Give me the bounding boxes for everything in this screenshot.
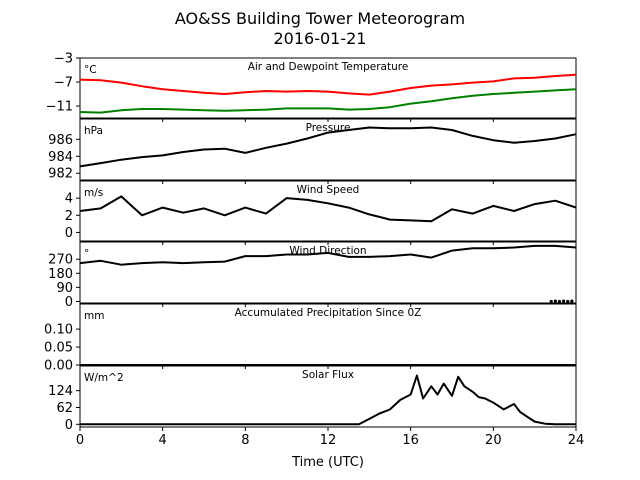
x-tick-label: 16 xyxy=(402,433,419,448)
y-tick-label: 0 xyxy=(65,226,73,241)
series-point xyxy=(570,299,574,303)
y-tick-label: 270 xyxy=(48,253,73,268)
series-point xyxy=(549,299,553,304)
x-tick-label: 24 xyxy=(568,433,585,448)
panel-unit-label: hPa xyxy=(84,125,103,137)
y-tick-label: 4 xyxy=(65,192,73,207)
panel-0: −3 −7 −11 °C Air and Dewpoint Temperature xyxy=(46,52,577,122)
x-axis-title: Time (UTC) xyxy=(291,455,364,470)
y-tick-label: −11 xyxy=(46,100,73,115)
panel-unit-label: mm xyxy=(84,310,104,322)
panel-5: 0 62 124 W/m^2 Solar Flux 0 4 8 12 16 20 24 xyxy=(48,365,585,448)
series-point xyxy=(562,299,566,303)
series-line-default-0 xyxy=(80,374,576,426)
chart-title: AO&SS Building Tower Meteorogram xyxy=(175,9,465,28)
y-tick-label: 90 xyxy=(56,281,73,296)
y-tick-label: 986 xyxy=(48,133,73,148)
series-line-temperature-0 xyxy=(79,73,577,96)
y-tick-label: 62 xyxy=(56,401,73,416)
x-tick-label: 0 xyxy=(76,433,84,448)
y-tick-label: 0 xyxy=(65,295,73,310)
y-tick-label: 0.10 xyxy=(44,323,73,338)
x-tick-label: 4 xyxy=(159,433,167,448)
series-point xyxy=(557,299,562,304)
panels-layer: −3 −7 −11 °C Air and Dewpoint Temperature 982… xyxy=(44,52,584,449)
y-tick-label: 0.00 xyxy=(44,359,73,374)
y-tick-label: 984 xyxy=(48,150,73,165)
y-tick-label: 2 xyxy=(65,209,73,224)
panel-title: Air and Dewpoint Temperature xyxy=(248,61,409,73)
x-tick-label: 8 xyxy=(241,433,249,448)
series-line-dewpoint-1 xyxy=(79,88,577,114)
y-tick-label: −7 xyxy=(54,76,73,91)
y-tick-label: 0 xyxy=(65,418,73,433)
series-line-default-0 xyxy=(79,126,577,168)
panel-2: 0 2 4 m/s Wind Speed xyxy=(65,180,577,245)
series-line-default-0 xyxy=(79,195,577,223)
chart-subtitle: 2016-01-21 xyxy=(274,29,367,48)
panel-title: Wind Speed xyxy=(297,184,360,196)
panel-title: Solar Flux xyxy=(302,369,354,381)
x-tick-label: 20 xyxy=(485,433,502,448)
series-point xyxy=(553,299,557,303)
series-line-default-0 xyxy=(79,244,577,266)
panel-unit-label: °C xyxy=(84,64,97,76)
x-tick-label: 12 xyxy=(320,433,337,448)
panel-unit-label: m/s xyxy=(84,187,103,199)
y-tick-label: 982 xyxy=(48,167,73,182)
panel-4: 0.00 0.05 0.10 mm Accumulated Precipitation … xyxy=(44,303,577,374)
series-point xyxy=(566,299,570,304)
panel-unit-label: ° xyxy=(84,248,89,260)
y-tick-label: 124 xyxy=(48,384,73,399)
panel-title: Accumulated Precipitation Since 0Z xyxy=(235,307,422,319)
y-tick-label: 0.05 xyxy=(44,341,73,356)
y-tick-label: 180 xyxy=(48,267,73,282)
panel-unit-label: W/m^2 xyxy=(84,372,124,384)
y-tick-label: −3 xyxy=(54,52,73,67)
